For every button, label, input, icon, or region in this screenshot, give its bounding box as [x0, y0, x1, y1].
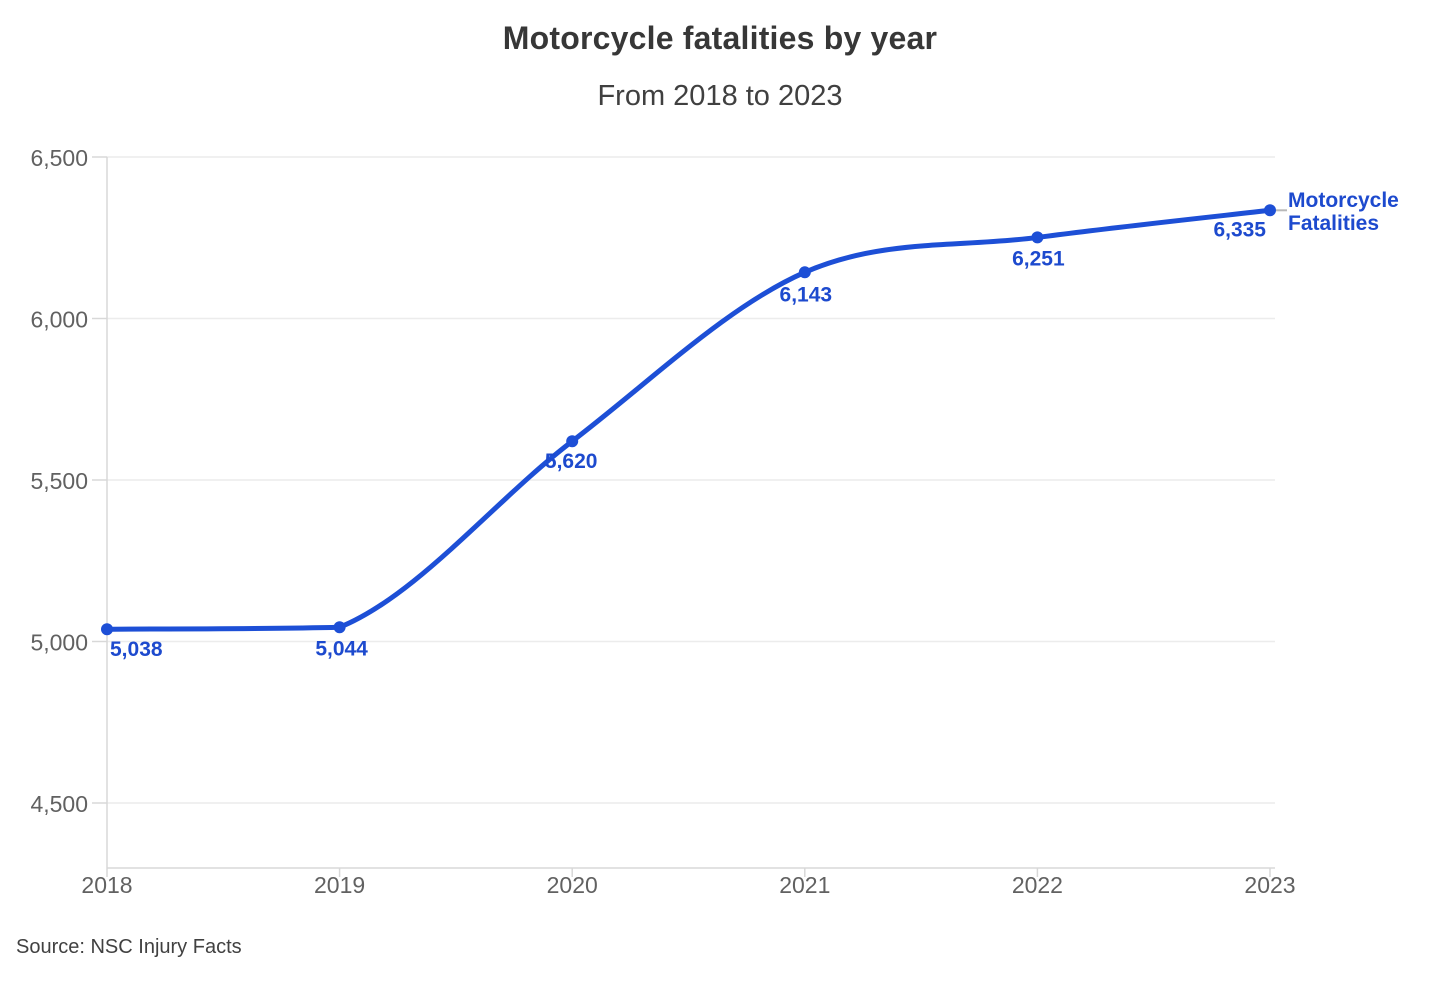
data-point: [1031, 231, 1044, 244]
y-tick-label: 5,500: [30, 468, 88, 494]
data-point: [333, 621, 346, 634]
data-point-label: 6,335: [1213, 218, 1266, 241]
data-point-label: 6,143: [780, 283, 833, 306]
data-point: [1264, 204, 1276, 217]
data-point-label: 5,044: [315, 637, 368, 660]
x-tick-label: 2019: [314, 872, 365, 898]
data-point-label: 5,038: [110, 638, 163, 661]
y-tick-label: 4,500: [30, 791, 88, 817]
line-chart-svg: 4,500 5,000 5,500 6,000 6,500 2018 2019 2020 202…: [30, 145, 1295, 898]
data-point-label: 6,251: [1012, 247, 1065, 270]
data-point: [101, 623, 113, 636]
data-point: [566, 435, 579, 448]
series-legend: Motorcycle Fatalities: [1288, 189, 1399, 235]
x-tick-label: 2023: [1244, 872, 1295, 898]
source-note: Source: NSC Injury Facts: [16, 936, 242, 958]
y-tick-label: 6,000: [30, 307, 88, 333]
x-tick-label: 2020: [547, 872, 598, 898]
chart-title: Motorcycle fatalities by year: [502, 20, 938, 56]
x-tick-label: 2022: [1012, 872, 1063, 898]
line-chart: 4,500 5,000 5,500 6,000 6,500 2018 2019 2020 202…: [0, 140, 1440, 920]
series-legend-line2: Fatalities: [1288, 212, 1380, 235]
y-tick-label: 5,000: [30, 630, 88, 656]
data-point-label: 5,620: [545, 450, 598, 473]
series-legend-line1: Motorcycle: [1288, 189, 1399, 212]
x-tick-label: 2018: [81, 872, 132, 898]
y-tick-label: 6,500: [30, 145, 88, 171]
chart-subtitle: From 2018 to 2023: [597, 80, 843, 112]
data-point: [798, 266, 811, 279]
x-tick-label: 2021: [779, 872, 830, 898]
series-line: [104, 207, 1273, 632]
